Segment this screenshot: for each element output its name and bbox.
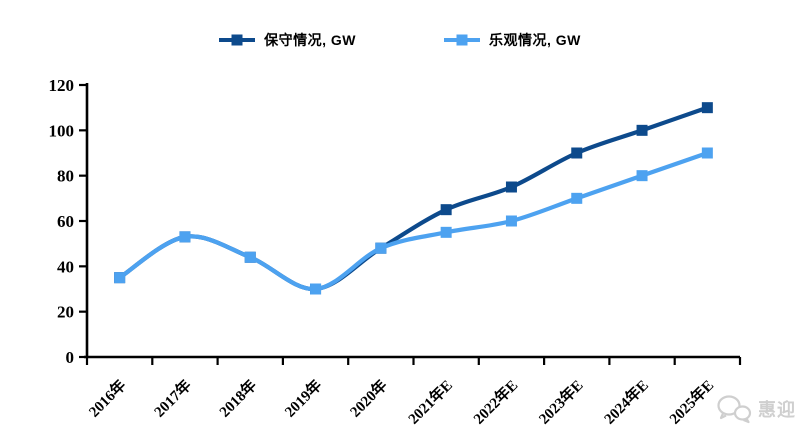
y-tick-label: 20 bbox=[57, 303, 74, 322]
y-tick-label: 120 bbox=[49, 76, 75, 95]
data-point-marker bbox=[505, 181, 517, 193]
data-point-marker bbox=[179, 231, 191, 243]
y-tick-label: 40 bbox=[57, 257, 74, 276]
watermark: 惠迎 bbox=[715, 394, 796, 424]
legend-item-optimistic: 乐观情况, GW bbox=[444, 30, 581, 50]
x-tick-label: 2024年E bbox=[600, 376, 652, 428]
series-line-1 bbox=[117, 150, 710, 292]
data-point-marker bbox=[310, 283, 322, 295]
data-point-marker bbox=[244, 251, 256, 263]
x-tick-label: 2018年 bbox=[216, 376, 261, 421]
x-tick-label: 2016年 bbox=[85, 376, 130, 421]
x-tick-label: 2020年 bbox=[346, 376, 391, 421]
x-tick-label: 2019年 bbox=[281, 376, 326, 421]
y-tick-label: 60 bbox=[57, 212, 74, 231]
data-point-marker bbox=[701, 147, 713, 159]
legend-label-optimistic: 乐观情况, GW bbox=[489, 32, 581, 48]
data-point-marker bbox=[636, 170, 648, 182]
legend-swatch-optimistic bbox=[444, 34, 480, 46]
x-tick-label: 2023年E bbox=[535, 376, 587, 428]
data-point-marker bbox=[375, 242, 387, 254]
data-point-marker bbox=[440, 226, 452, 238]
y-tick-label: 100 bbox=[49, 121, 75, 140]
legend-item-conservative: 保守情况, GW bbox=[219, 30, 356, 50]
data-point-marker bbox=[636, 124, 648, 136]
data-point-marker bbox=[701, 102, 713, 114]
y-tick-label: 0 bbox=[66, 348, 75, 367]
series-line-0 bbox=[117, 105, 710, 292]
data-point-marker bbox=[114, 272, 126, 284]
chart-legend: 保守情况, GW 乐观情况, GW bbox=[0, 30, 800, 50]
y-tick-label: 80 bbox=[57, 167, 74, 186]
legend-swatch-conservative bbox=[219, 34, 256, 46]
wechat-icon bbox=[717, 395, 752, 424]
legend-marker-square-icon bbox=[231, 34, 243, 46]
x-tick-label: 2021年E bbox=[404, 376, 456, 428]
x-tick-label: 2022年E bbox=[470, 376, 522, 428]
data-point-marker bbox=[440, 204, 452, 216]
data-point-marker bbox=[571, 192, 583, 204]
data-point-marker bbox=[505, 215, 517, 227]
x-tick-label: 2017年 bbox=[150, 376, 195, 421]
x-tick-label: 2025年E bbox=[666, 376, 718, 428]
legend-marker-square-icon bbox=[456, 34, 468, 46]
data-point-marker bbox=[571, 147, 583, 159]
watermark-text: 惠迎 bbox=[758, 400, 796, 420]
legend-label-conservative: 保守情况, GW bbox=[264, 32, 356, 48]
